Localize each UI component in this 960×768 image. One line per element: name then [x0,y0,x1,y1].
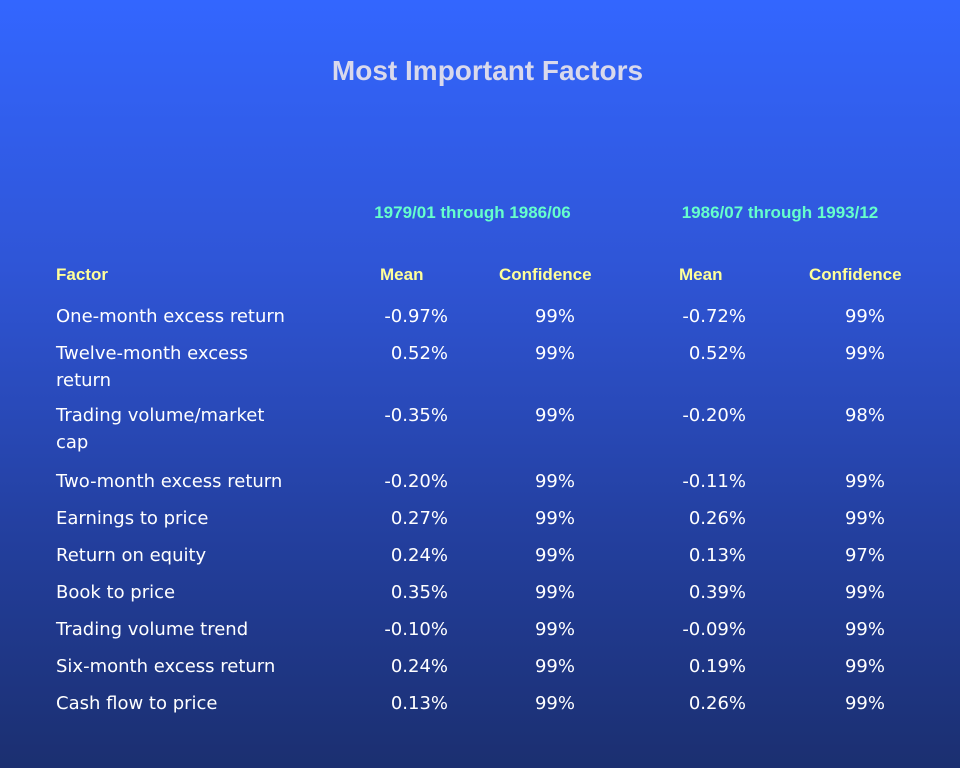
factor-name: One-month excess return [56,306,285,327]
mean-first: 0.27% [390,508,448,529]
mean-second: 0.13% [688,545,746,566]
mean-first: 0.24% [390,656,448,677]
column-header-mean-second: Mean [679,265,723,284]
mean-second: 0.26% [688,508,746,529]
factor-name: Two-month excess return [56,471,283,492]
mean-first: 0.13% [390,693,448,714]
table-row: Return on equity 0.24% 99% 0.13% 97% [0,539,960,576]
confidence-first: 99% [534,693,575,714]
column-header-confidence-first: Confidence [499,265,592,284]
mean-first: 0.35% [390,582,448,603]
confidence-first: 99% [534,656,575,677]
factor-table-body: One-month excess return -0.97% 99% -0.72… [0,300,960,724]
confidence-second: 99% [844,656,885,677]
table-row: Six-month excess return 0.24% 99% 0.19% … [0,650,960,687]
confidence-first: 99% [534,343,575,364]
confidence-second: 99% [844,471,885,492]
table-row: Cash flow to price 0.13% 99% 0.26% 99% [0,687,960,724]
mean-first: 0.24% [390,545,448,566]
factor-name: Cash flow to price [56,693,218,714]
confidence-first: 99% [534,405,575,426]
mean-first: 0.52% [390,343,448,364]
confidence-first: 99% [534,508,575,529]
confidence-second: 98% [844,405,885,426]
period-header-second: 1986/07 through 1993/12 [681,203,879,222]
table-row: One-month excess return -0.97% 99% -0.72… [0,300,960,337]
mean-second: -0.11% [682,471,746,492]
column-header-factor: Factor [56,265,108,284]
table-row: Twelve-month excess return 0.52% 99% 0.5… [0,337,960,399]
confidence-first: 99% [534,471,575,492]
mean-second: 0.39% [688,582,746,603]
column-header-confidence-second: Confidence [809,265,902,284]
table-row: Book to price 0.35% 99% 0.39% 99% [0,576,960,613]
confidence-second: 99% [844,582,885,603]
factor-name: Trading volume trend [56,619,249,640]
confidence-first: 99% [534,582,575,603]
mean-first: -0.97% [384,306,448,327]
confidence-second: 99% [844,619,885,640]
factor-name: Earnings to price [56,508,209,529]
confidence-second: 97% [844,545,885,566]
table-row: Trading volume/market cap -0.35% 99% -0.… [0,399,960,465]
mean-first: -0.35% [384,405,448,426]
mean-first: -0.10% [384,619,448,640]
table-row: Earnings to price 0.27% 99% 0.26% 99% [0,502,960,539]
confidence-second: 99% [844,693,885,714]
period-header-first: 1979/01 through 1986/06 [374,203,571,222]
factor-name: Six-month excess return [56,656,276,677]
column-header-mean-first: Mean [380,265,424,284]
mean-second: 0.19% [688,656,746,677]
confidence-first: 99% [534,619,575,640]
factor-name: Return on equity [56,545,207,566]
confidence-second: 99% [844,306,885,327]
factor-name: Book to price [56,582,176,603]
confidence-first: 99% [534,545,575,566]
mean-second: -0.72% [682,306,746,327]
factor-name: Trading volume/market cap [56,405,265,453]
confidence-second: 99% [844,508,885,529]
confidence-second: 99% [844,343,885,364]
confidence-first: 99% [534,306,575,327]
mean-first: -0.20% [384,471,448,492]
mean-second: 0.52% [688,343,746,364]
table-row: Two-month excess return -0.20% 99% -0.11… [0,465,960,502]
mean-second: -0.20% [682,405,746,426]
factor-name: Twelve-month excess return [56,343,248,391]
table-row: Trading volume trend -0.10% 99% -0.09% 9… [0,613,960,650]
slide-title: Most Important Factors [331,55,644,86]
mean-second: -0.09% [682,619,746,640]
mean-second: 0.26% [688,693,746,714]
